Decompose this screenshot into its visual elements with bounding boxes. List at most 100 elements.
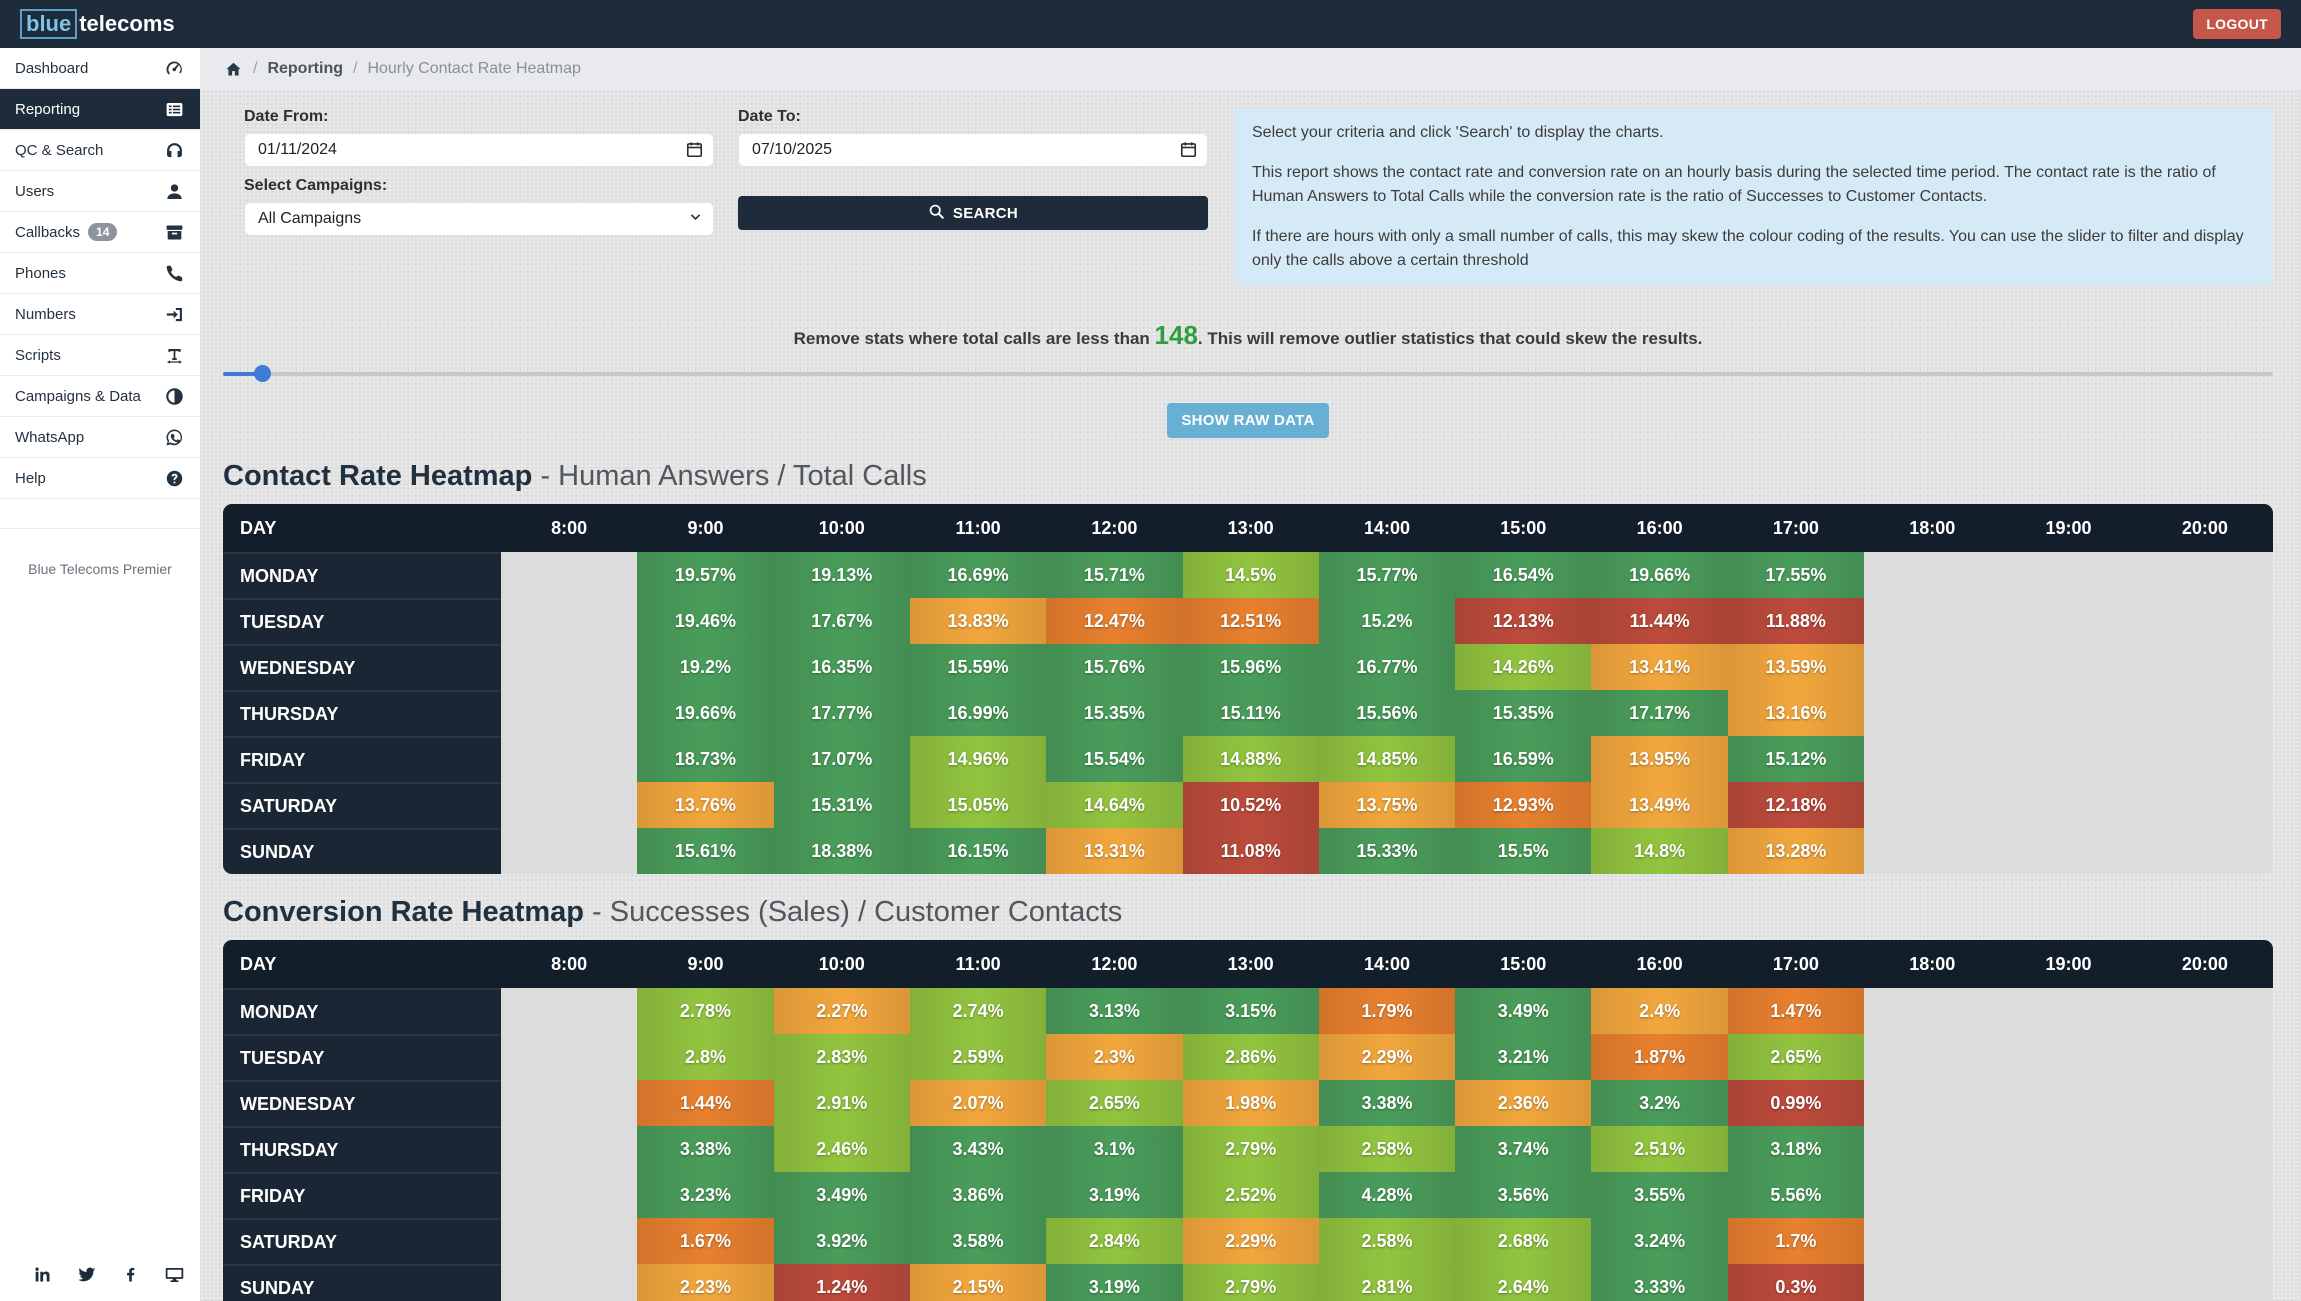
contact-heatmap-subtitle: - Human Answers / Total Calls: [532, 460, 927, 492]
heatmap-cell-empty: [2000, 1218, 2137, 1264]
heatmap-day-label: MONDAY: [223, 988, 501, 1034]
linkedin-icon[interactable]: [32, 1264, 53, 1285]
heatmap-hour-header: 20:00: [2136, 940, 2273, 988]
logout-button[interactable]: LOGOUT: [2193, 9, 2281, 39]
callbacks-count-badge: 14: [88, 223, 118, 241]
heatmap-cell: 2.51%: [1591, 1126, 1728, 1172]
heatmap-cell: 2.8%: [637, 1034, 774, 1080]
sidebar-item-callbacks[interactable]: Callbacks 14: [0, 212, 200, 253]
heatmap-cell-empty: [2000, 690, 2137, 736]
headphones-icon: [164, 140, 185, 161]
heatmap-cell: 2.79%: [1182, 1126, 1319, 1172]
heatmap-table: DAY 8:00 9:00 10:00 11:00 12:00 13:00 14:00 15:0…: [223, 940, 2273, 1301]
sidebar-item-dashboard[interactable]: Dashboard: [0, 48, 200, 89]
heatmap-cell: 19.13%: [773, 552, 910, 598]
heatmap-cell-empty: [2136, 1034, 2273, 1080]
slider-thumb[interactable]: [254, 365, 271, 382]
heatmap-cell-empty: [501, 736, 638, 782]
show-raw-data-button[interactable]: SHOW RAW DATA: [1167, 403, 1329, 438]
search-button[interactable]: SEARCH: [738, 196, 1208, 230]
heatmap-cell: 2.29%: [1318, 1034, 1456, 1080]
contact-heatmap-title: Contact Rate Heatmap - Human Answers / T…: [223, 460, 2273, 493]
calendar-icon[interactable]: [685, 140, 704, 164]
sidebar-item-whatsapp[interactable]: WhatsApp: [0, 417, 200, 458]
heatmap-cell: 13.31%: [1046, 828, 1183, 874]
heatmap-cell: 1.98%: [1182, 1080, 1319, 1126]
heatmap-cell-empty: [2136, 1172, 2273, 1218]
conversion-heatmap-title: Conversion Rate Heatmap - Successes (Sal…: [223, 896, 2273, 929]
heatmap-cell: 1.47%: [1727, 988, 1865, 1034]
heatmap-cell-empty: [1864, 828, 2001, 874]
heatmap-cell-empty: [2136, 598, 2273, 644]
facebook-icon[interactable]: [120, 1264, 141, 1285]
sidebar-item-numbers[interactable]: Numbers: [0, 294, 200, 335]
heatmap-cell: 15.71%: [1046, 552, 1183, 598]
heatmap-cell: 13.59%: [1727, 644, 1865, 690]
heatmap-cell-empty: [501, 598, 638, 644]
heatmap-cell: 2.36%: [1455, 1080, 1592, 1126]
slider-track[interactable]: [223, 372, 2273, 376]
breadcrumb-separator: /: [353, 60, 358, 77]
heatmap-cell: 13.49%: [1591, 782, 1728, 828]
sidebar-item-label: WhatsApp: [15, 428, 85, 446]
heatmap-hour-header: 20:00: [2136, 504, 2273, 552]
heatmap-cell: 2.4%: [1591, 988, 1728, 1034]
heatmap-hour-header: 13:00: [1182, 504, 1319, 552]
heatmap-cell: 2.65%: [1046, 1080, 1183, 1126]
heatmap-hour-header: 13:00: [1182, 940, 1319, 988]
heatmap-cell: 2.29%: [1182, 1218, 1319, 1264]
heatmap-cell: 3.92%: [773, 1218, 910, 1264]
heatmap-cell: 0.99%: [1727, 1080, 1865, 1126]
user-icon: [164, 181, 185, 202]
sidebar-item-phones[interactable]: Phones: [0, 253, 200, 294]
heatmap-hour-header: 9:00: [637, 504, 774, 552]
sidebar-item-users[interactable]: Users: [0, 171, 200, 212]
heatmap-cell: 2.64%: [1455, 1264, 1592, 1301]
heatmap-cell: 2.58%: [1318, 1218, 1456, 1264]
sidebar-item-scripts[interactable]: Scripts: [0, 335, 200, 376]
heatmap-cell: 3.19%: [1046, 1172, 1183, 1218]
heatmap-cell: 1.7%: [1727, 1218, 1865, 1264]
heatmap-cell: 15.31%: [773, 782, 910, 828]
twitter-icon[interactable]: [76, 1264, 97, 1285]
heatmap-cell: 19.57%: [637, 552, 774, 598]
heatmap-cell: 17.67%: [773, 598, 910, 644]
sidebar-item-help[interactable]: Help: [0, 458, 200, 499]
sidebar: Dashboard Reporting QC & Search Users Callba…: [0, 48, 200, 1301]
heatmap-cell-empty: [1864, 598, 2001, 644]
heatmap-cell: 15.35%: [1455, 690, 1592, 736]
heatmap-cell: 3.23%: [637, 1172, 774, 1218]
heatmap-cell: 3.33%: [1591, 1264, 1728, 1301]
home-icon[interactable]: [224, 60, 243, 79]
heatmap-cell: 19.46%: [637, 598, 774, 644]
heatmap-cell-empty: [501, 782, 638, 828]
heatmap-cell: 14.88%: [1182, 736, 1319, 782]
info-paragraph: If there are hours with only a small num…: [1252, 228, 2244, 269]
heatmap-cell-empty: [501, 1080, 638, 1126]
filters-row: Date From: Select Campaigns: All Campaig…: [244, 98, 2273, 286]
threshold-slider[interactable]: [223, 365, 2273, 383]
heatmap-cell: 19.66%: [1591, 552, 1728, 598]
heatmap-cell-empty: [1864, 988, 2001, 1034]
calendar-icon[interactable]: [1179, 140, 1198, 164]
heatmap-hour-header: 12:00: [1046, 504, 1183, 552]
heatmap-cell-empty: [2136, 828, 2273, 874]
heatmap-cell: 11.08%: [1182, 828, 1319, 874]
heatmap-hour-header: 19:00: [2000, 504, 2137, 552]
search-icon: [928, 203, 945, 224]
heatmap-cell: 3.1%: [1046, 1126, 1183, 1172]
breadcrumb-reporting[interactable]: Reporting: [267, 60, 343, 77]
heatmap-cell-empty: [1864, 782, 2001, 828]
date-to-input[interactable]: [738, 133, 1208, 167]
desktop-icon[interactable]: [164, 1264, 185, 1285]
campaigns-selected-value: All Campaigns: [258, 210, 362, 227]
sidebar-item-campaigns-data[interactable]: Campaigns & Data: [0, 376, 200, 417]
heatmap-cell: 17.55%: [1727, 552, 1865, 598]
heatmap-cell-empty: [2136, 736, 2273, 782]
campaigns-select[interactable]: All Campaigns: [244, 202, 714, 236]
heatmap-cell: 3.18%: [1727, 1126, 1865, 1172]
sidebar-item-reporting[interactable]: Reporting: [0, 89, 200, 130]
heatmap-cell: 3.74%: [1455, 1126, 1592, 1172]
sidebar-item-qc-search[interactable]: QC & Search: [0, 130, 200, 171]
date-from-input[interactable]: [244, 133, 714, 167]
